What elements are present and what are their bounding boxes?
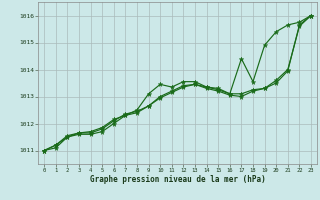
X-axis label: Graphe pression niveau de la mer (hPa): Graphe pression niveau de la mer (hPa) (90, 175, 266, 184)
